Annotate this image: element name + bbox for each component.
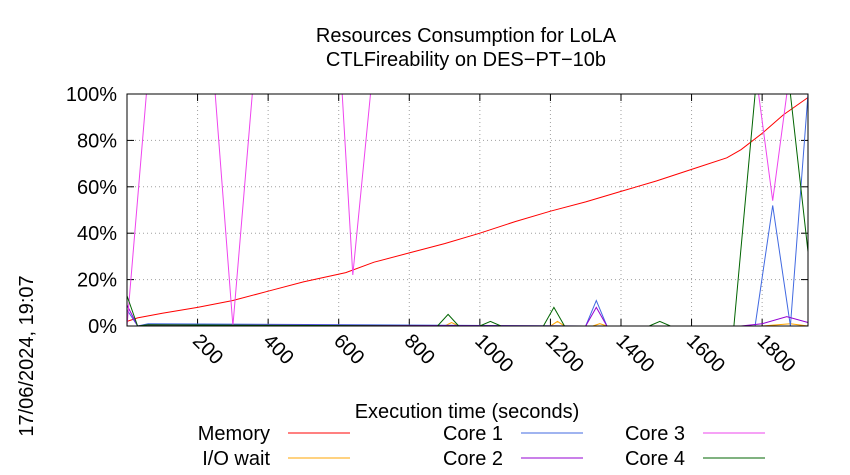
chart-subtitle: CTLFireability on DES−PT−10b <box>326 49 606 71</box>
series-core-1 <box>126 93 809 327</box>
x-tick-label: 1600 <box>682 330 729 377</box>
legend-label: Core 2 <box>443 448 503 470</box>
x-axis-label: Execution time (seconds) <box>355 401 580 423</box>
y-tick-label: 40% <box>77 223 117 245</box>
x-tick-label: 1200 <box>541 330 588 377</box>
y-tick-label: 20% <box>77 270 117 292</box>
series-core-3 <box>126 93 808 327</box>
legend: Memory I/O wait Core 1 Core 2 Core 3 Core 4 <box>198 423 765 470</box>
legend-label: I/O wait <box>202 448 270 470</box>
y-tick-label: 80% <box>77 130 117 152</box>
x-tick-label: 800 <box>400 330 439 369</box>
x-tick-label: 1800 <box>753 330 800 377</box>
series-memory <box>126 97 809 322</box>
y-tick-label: 0% <box>88 316 117 338</box>
legend-label: Memory <box>198 423 270 445</box>
x-axis-ticks: 200 400 600 800 1000 1200 1400 1600 1800 <box>188 94 800 377</box>
legend-label: Core 3 <box>625 423 685 445</box>
y-axis-ticks: 0% 20% 40% 60% 80% 100% <box>66 84 808 338</box>
x-tick-label: 400 <box>259 330 298 369</box>
series-core-2 <box>126 304 809 327</box>
timestamp: 17/06/2024, 19:07 <box>16 275 38 436</box>
y-tick-label: 60% <box>77 177 117 199</box>
grid-lines <box>127 94 808 326</box>
y-tick-label: 100% <box>66 84 117 106</box>
plot-border <box>126 93 809 327</box>
x-tick-label: 600 <box>329 330 368 369</box>
x-tick-label: 1000 <box>470 330 517 377</box>
legend-label: Core 1 <box>443 423 503 445</box>
series-core-4 <box>126 93 809 327</box>
legend-label: Core 4 <box>625 448 685 470</box>
x-tick-label: 200 <box>188 330 227 369</box>
x-tick-label: 1400 <box>611 330 658 377</box>
chart-title: Resources Consumption for LoLA <box>316 25 617 47</box>
series-lines <box>126 93 809 327</box>
